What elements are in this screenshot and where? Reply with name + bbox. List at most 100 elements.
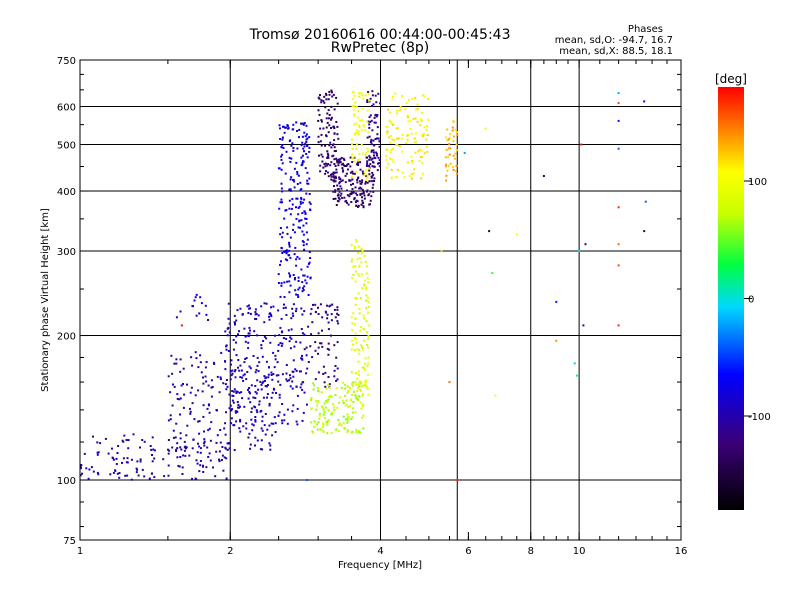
data-point: [272, 373, 275, 376]
data-point: [321, 316, 324, 319]
data-point: [347, 163, 350, 165]
data-point: [268, 318, 271, 321]
data-point: [449, 133, 452, 136]
data-point: [367, 131, 370, 134]
data-point: [337, 193, 340, 196]
data-point: [322, 422, 325, 425]
x-tick-label: 4: [377, 546, 383, 557]
data-point: [367, 393, 370, 396]
data-point: [351, 143, 353, 146]
data-point: [309, 202, 312, 205]
data-point: [291, 142, 294, 145]
data-point: [308, 193, 311, 195]
data-point: [325, 311, 328, 314]
data-point: [203, 430, 205, 433]
data-point: [364, 129, 367, 132]
data-point: [179, 358, 182, 361]
data-point: [289, 274, 292, 277]
data-point: [233, 370, 236, 373]
data-point: [353, 348, 356, 351]
data-point: [358, 385, 361, 388]
data-point: [195, 357, 198, 360]
data-point: [366, 189, 369, 192]
data-point: [193, 299, 196, 302]
data-point: [296, 147, 299, 150]
data-point: [357, 431, 360, 434]
data-point: [413, 141, 416, 144]
data-point: [117, 445, 120, 447]
data-point: [292, 228, 294, 231]
data-point: [305, 354, 308, 357]
data-point: [448, 147, 450, 150]
data-point: [365, 179, 368, 181]
data-point: [189, 412, 192, 415]
data-point: [302, 233, 305, 236]
data-point: [306, 137, 309, 140]
data-point: [174, 436, 177, 439]
data-point: [335, 168, 338, 171]
data-point: [291, 203, 294, 206]
data-point: [254, 397, 257, 399]
data-point: [360, 261, 363, 264]
data-point: [319, 127, 322, 130]
data-point: [198, 312, 201, 315]
data-point: [284, 258, 287, 261]
data-point: [359, 168, 362, 171]
data-point: [351, 328, 354, 331]
data-point: [115, 463, 118, 465]
data-point: [268, 442, 271, 445]
data-point: [326, 420, 329, 423]
data-point: [191, 477, 193, 480]
data-point: [348, 195, 351, 198]
data-point: [347, 390, 350, 393]
data-point: [367, 301, 370, 304]
data-point: [262, 396, 265, 399]
data-point: [311, 356, 314, 359]
data-point: [392, 147, 394, 150]
data-point: [301, 354, 303, 357]
data-point: [451, 126, 454, 129]
data-point: [296, 256, 299, 258]
data-point: [351, 322, 354, 325]
data-point: [242, 425, 245, 428]
data-point: [351, 191, 354, 194]
data-point: [295, 206, 297, 209]
data-point: [300, 219, 303, 222]
data-point: [250, 411, 253, 413]
data-point: [319, 164, 322, 167]
data-point: [291, 198, 294, 201]
data-point: [205, 361, 208, 363]
data-point: [328, 386, 331, 389]
data-point: [332, 198, 335, 200]
data-point: [387, 108, 390, 111]
data-point: [347, 203, 350, 206]
data-point: [337, 188, 340, 191]
data-point: [364, 380, 366, 383]
data-point: [299, 202, 302, 205]
data-point: [318, 390, 321, 393]
data-point: [324, 371, 327, 374]
data-point: [300, 328, 303, 330]
data-point: [277, 374, 280, 377]
data-point: [314, 341, 317, 344]
data-point: [302, 289, 305, 291]
data-point: [353, 156, 356, 159]
data-point: [336, 406, 339, 409]
data-point: [358, 124, 360, 127]
data-point: [287, 254, 290, 257]
data-point: [371, 105, 373, 107]
data-point: [347, 385, 350, 388]
data-point: [293, 253, 296, 256]
data-point: [334, 175, 337, 178]
data-point: [325, 400, 328, 402]
data-point: [306, 238, 309, 241]
data-point: [366, 277, 369, 280]
data-point: [186, 383, 188, 386]
data-point: [419, 156, 422, 158]
data-point: [239, 420, 242, 423]
data-point: [254, 419, 257, 421]
data-point: [199, 296, 202, 299]
data-point: [445, 163, 448, 166]
data-point: [296, 130, 298, 132]
data-point: [338, 422, 341, 425]
